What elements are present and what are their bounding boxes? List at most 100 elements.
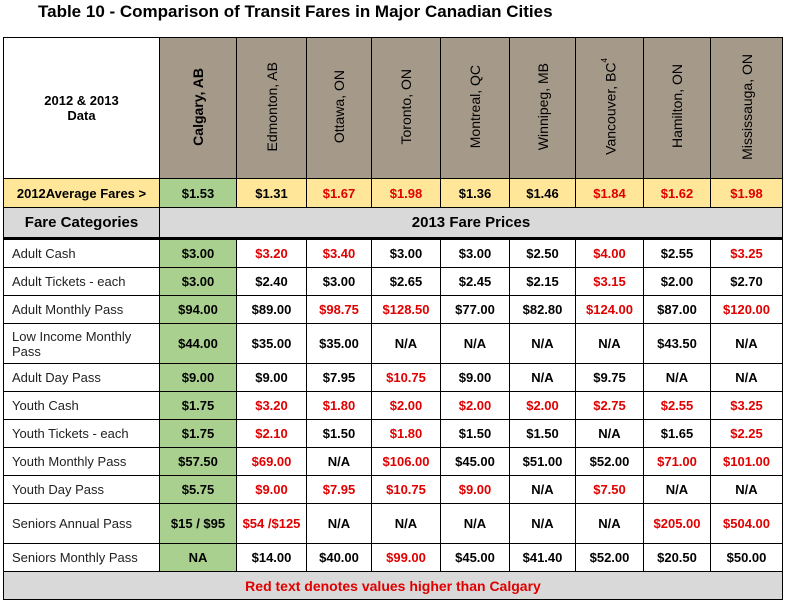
fare-cell: N/A: [575, 503, 644, 544]
fare-cell: $10.75: [371, 363, 441, 392]
fare-cell: N/A: [710, 475, 783, 504]
fare-cell: $3.25: [710, 391, 783, 420]
fare-cell: N/A: [710, 323, 783, 364]
fare-cell: $99.00: [371, 543, 441, 572]
fare-cell: N/A: [371, 323, 441, 364]
fare-cell: N/A: [575, 419, 644, 448]
fare-cell: $1.98: [710, 178, 783, 208]
fare-cell: $54 /$125: [236, 503, 307, 544]
fare-cell: N/A: [710, 363, 783, 392]
fare-cell: $52.00: [575, 447, 644, 476]
fare-cell: $9.00: [236, 475, 307, 504]
fare-cell: N/A: [575, 323, 644, 364]
corner-label: 2012 & 2013 Data: [3, 37, 160, 179]
fare-cell: $3.40: [306, 238, 372, 268]
fare-cell: $94.00: [159, 295, 237, 324]
fare-cell: $2.40: [236, 267, 307, 296]
fare-cell: $52.00: [575, 543, 644, 572]
fare-cell: $2.75: [575, 391, 644, 420]
fare-cell: $1.50: [306, 419, 372, 448]
city-header: Edmonton, AB: [236, 37, 307, 179]
footnote-row: Red text denotes values higher than Calg…: [3, 571, 783, 600]
fare-cell: $98.75: [306, 295, 372, 324]
fare-cell: $3.20: [236, 391, 307, 420]
row-label: Adult Tickets - each: [3, 267, 160, 296]
city-header: Montreal, QC: [440, 37, 510, 179]
fare-cell: $87.00: [643, 295, 711, 324]
fare-cell: $1.36: [440, 178, 510, 208]
table-row: Youth Cash $1.75 $3.20 $1.80 $2.00 $2.00 $2.00…: [3, 391, 783, 420]
fare-cell: $3.25: [710, 238, 783, 268]
row-label: Youth Day Pass: [3, 475, 160, 504]
fare-cell: $1.46: [509, 178, 576, 208]
table-row: Youth Tickets - each $1.75 $2.10 $1.50 $1.80…: [3, 419, 783, 448]
fare-cell: $14.00: [236, 543, 307, 572]
average-fares-row: 2012Average Fares > $1.53 $1.31 $1.67 $1.98 $…: [3, 178, 783, 208]
fare-cell: $41.40: [509, 543, 576, 572]
city-header: Toronto, ON: [371, 37, 441, 179]
table-row: Youth Monthly Pass $57.50 $69.00 N/A $106.00…: [3, 447, 783, 476]
row-label: Youth Monthly Pass: [3, 447, 160, 476]
fare-cell: $9.75: [575, 363, 644, 392]
fare-cell: $51.00: [509, 447, 576, 476]
fare-cell: $2.55: [643, 238, 711, 268]
fare-cell: $89.00: [236, 295, 307, 324]
fare-cell: $77.00: [440, 295, 510, 324]
fare-cell: $1.80: [306, 391, 372, 420]
fare-cell: $3.15: [575, 267, 644, 296]
fare-cell: N/A: [509, 323, 576, 364]
fare-cell: $120.00: [710, 295, 783, 324]
fare-cell: $2.10: [236, 419, 307, 448]
fare-cell: N/A: [509, 503, 576, 544]
fare-cell: N/A: [306, 447, 372, 476]
fare-cell: N/A: [440, 323, 510, 364]
row-label: Youth Tickets - each: [3, 419, 160, 448]
row-label: 2012Average Fares >: [3, 178, 160, 208]
city-header: Calgary, AB: [159, 37, 237, 179]
fare-cell: $35.00: [236, 323, 307, 364]
fare-cell: $205.00: [643, 503, 711, 544]
fare-cell: $101.00: [710, 447, 783, 476]
city-header: Ottawa, ON: [306, 37, 372, 179]
table-row: Adult Cash $3.00 $3.20 $3.40 $3.00 $3.00 $2.50…: [3, 238, 783, 268]
table-row: Adult Monthly Pass $94.00 $89.00 $98.75 $128…: [3, 295, 783, 324]
table-row: Adult Tickets - each $3.00 $2.40 $3.00 $2.65…: [3, 267, 783, 296]
fare-cell: $504.00: [710, 503, 783, 544]
fare-cell: $2.00: [371, 391, 441, 420]
fare-cell: $106.00: [371, 447, 441, 476]
fare-cell: $1.65: [643, 419, 711, 448]
fare-cell: N/A: [643, 363, 711, 392]
table-row: Seniors Monthly Pass NA $14.00 $40.00 $99.00…: [3, 543, 783, 572]
fare-cell: $2.55: [643, 391, 711, 420]
fare-cell: $3.20: [236, 238, 307, 268]
fare-cell: $45.00: [440, 447, 510, 476]
fare-cell: $2.25: [710, 419, 783, 448]
fare-cell: $1.31: [236, 178, 307, 208]
city-header: Winnipeg, MB: [509, 37, 576, 179]
fare-cell: $1.75: [159, 391, 237, 420]
fare-cell: $2.50: [509, 238, 576, 268]
fare-cell: N/A: [440, 503, 510, 544]
fare-cell: $1.98: [371, 178, 441, 208]
fare-cell: $1.67: [306, 178, 372, 208]
fare-cell: $2.65: [371, 267, 441, 296]
fare-cell: $3.00: [159, 238, 237, 268]
fare-cell: $2.70: [710, 267, 783, 296]
city-header: Vancouver, BC4: [575, 37, 644, 179]
row-label: Adult Cash: [3, 238, 160, 268]
row-label: Seniors Monthly Pass: [3, 543, 160, 572]
row-label: Youth Cash: [3, 391, 160, 420]
fare-cell: $124.00: [575, 295, 644, 324]
fare-cell: $9.00: [236, 363, 307, 392]
fare-cell: N/A: [509, 475, 576, 504]
fare-cell: $2.45: [440, 267, 510, 296]
header-row: 2012 & 2013 Data Calgary, AB Edmonton, AB Ot…: [3, 37, 783, 179]
fare-cell: $7.95: [306, 363, 372, 392]
fare-cell: $1.50: [440, 419, 510, 448]
fare-cell: $1.50: [509, 419, 576, 448]
city-header: Mississauga, ON: [710, 37, 783, 179]
fare-cell: $2.00: [643, 267, 711, 296]
row-label: Seniors Annual Pass: [3, 503, 160, 544]
fare-cell: $35.00: [306, 323, 372, 364]
row-label: Adult Day Pass: [3, 363, 160, 392]
